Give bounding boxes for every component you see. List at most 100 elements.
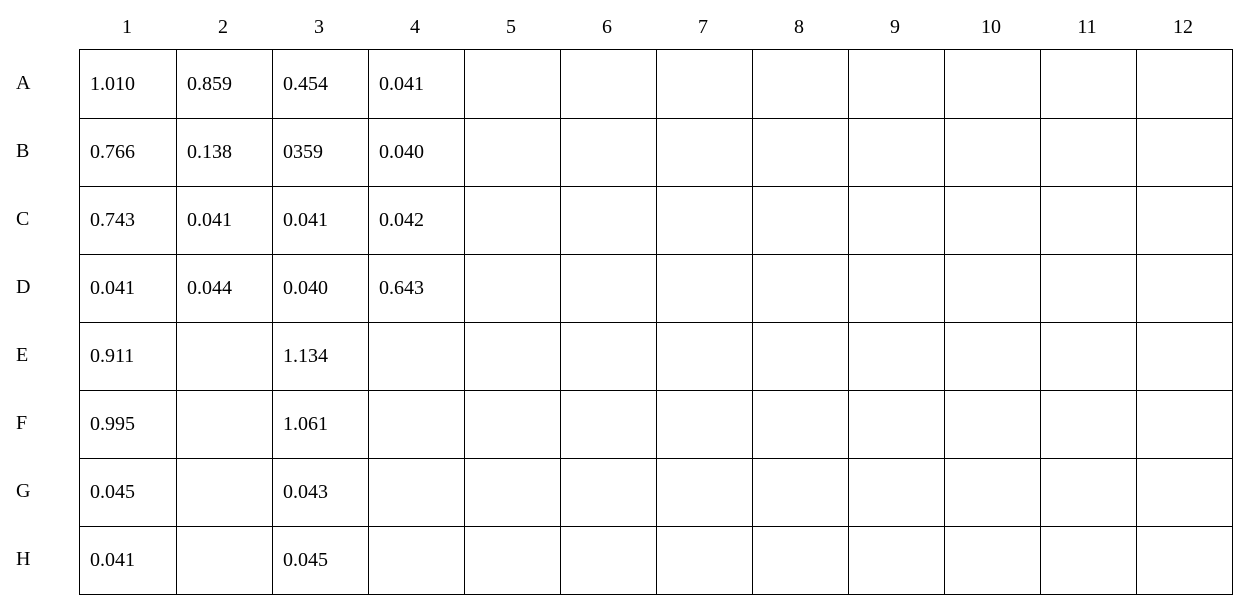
cell-E7	[656, 322, 752, 390]
cell-B11	[1040, 118, 1136, 186]
table-row: 1.010 0.859 0.454 0.041	[80, 50, 1232, 118]
cell-G6	[560, 458, 656, 526]
cell-C7	[656, 186, 752, 254]
cell-C1: 0.743	[80, 186, 176, 254]
cell-H1: 0.041	[80, 526, 176, 594]
cell-A12	[1136, 50, 1232, 118]
column-header: 10	[943, 16, 1039, 49]
cell-D9	[848, 254, 944, 322]
cell-B10	[944, 118, 1040, 186]
column-header: 4	[367, 16, 463, 49]
column-header: 1	[79, 16, 175, 49]
table-row: 0.743 0.041 0.041 0.042	[80, 186, 1232, 254]
cell-H4	[368, 526, 464, 594]
cell-D11	[1040, 254, 1136, 322]
cell-E8	[752, 322, 848, 390]
cell-E10	[944, 322, 1040, 390]
cell-G8	[752, 458, 848, 526]
cell-B12	[1136, 118, 1232, 186]
cell-E1: 0.911	[80, 322, 176, 390]
cell-H8	[752, 526, 848, 594]
cell-A7	[656, 50, 752, 118]
cell-B2: 0.138	[176, 118, 272, 186]
cell-D12	[1136, 254, 1232, 322]
cell-A3: 0.454	[272, 50, 368, 118]
cell-G4	[368, 458, 464, 526]
column-header: 11	[1039, 16, 1135, 49]
cell-G12	[1136, 458, 1232, 526]
cell-H7	[656, 526, 752, 594]
cell-H5	[464, 526, 560, 594]
cell-F4	[368, 390, 464, 458]
cell-B6	[560, 118, 656, 186]
cell-E5	[464, 322, 560, 390]
row-header: D	[14, 253, 79, 321]
row-header: A	[14, 49, 79, 117]
cell-D5	[464, 254, 560, 322]
row-headers: A B C D E F G H	[14, 49, 79, 595]
cell-B7	[656, 118, 752, 186]
cell-F9	[848, 390, 944, 458]
cell-H6	[560, 526, 656, 594]
cell-C9	[848, 186, 944, 254]
cell-H2	[176, 526, 272, 594]
cell-B1: 0.766	[80, 118, 176, 186]
cell-C11	[1040, 186, 1136, 254]
cell-D7	[656, 254, 752, 322]
column-header: 8	[751, 16, 847, 49]
cell-H12	[1136, 526, 1232, 594]
cell-H9	[848, 526, 944, 594]
cell-A4: 0.041	[368, 50, 464, 118]
cell-F7	[656, 390, 752, 458]
cell-A9	[848, 50, 944, 118]
table-row: 0.045 0.043	[80, 458, 1232, 526]
cell-F11	[1040, 390, 1136, 458]
table-row: 0.041 0.045	[80, 526, 1232, 594]
cell-B3: 0359	[272, 118, 368, 186]
cell-F6	[560, 390, 656, 458]
cell-F10	[944, 390, 1040, 458]
table-row: 0.041 0.044 0.040 0.643	[80, 254, 1232, 322]
row-header: G	[14, 457, 79, 525]
table-row: 0.766 0.138 0359 0.040	[80, 118, 1232, 186]
cell-G11	[1040, 458, 1136, 526]
cell-F5	[464, 390, 560, 458]
cell-A6	[560, 50, 656, 118]
cell-E3: 1.134	[272, 322, 368, 390]
cell-G3: 0.043	[272, 458, 368, 526]
cell-C2: 0.041	[176, 186, 272, 254]
cell-F1: 0.995	[80, 390, 176, 458]
cell-E4	[368, 322, 464, 390]
table-row: 0.995 1.061	[80, 390, 1232, 458]
cell-G9	[848, 458, 944, 526]
cell-B5	[464, 118, 560, 186]
cell-A5	[464, 50, 560, 118]
row-header: E	[14, 321, 79, 389]
cell-B8	[752, 118, 848, 186]
plate-table: 1 2 3 4 5 6 7 8 9 10 11 12 A B C D E F G…	[14, 16, 1240, 595]
cell-A10	[944, 50, 1040, 118]
column-header: 12	[1135, 16, 1231, 49]
cell-G10	[944, 458, 1040, 526]
plate-grid: 1.010 0.859 0.454 0.041 0.766 0.138 0359…	[79, 49, 1233, 595]
cell-H3: 0.045	[272, 526, 368, 594]
cell-D1: 0.041	[80, 254, 176, 322]
cell-C8	[752, 186, 848, 254]
column-header: 2	[175, 16, 271, 49]
column-header: 6	[559, 16, 655, 49]
cell-G2	[176, 458, 272, 526]
cell-D10	[944, 254, 1040, 322]
cell-C12	[1136, 186, 1232, 254]
cell-D4: 0.643	[368, 254, 464, 322]
cell-E12	[1136, 322, 1232, 390]
cell-E2	[176, 322, 272, 390]
cell-C6	[560, 186, 656, 254]
cell-C10	[944, 186, 1040, 254]
cell-E6	[560, 322, 656, 390]
cell-A11	[1040, 50, 1136, 118]
cell-D6	[560, 254, 656, 322]
table-row: 0.911 1.134	[80, 322, 1232, 390]
cell-F12	[1136, 390, 1232, 458]
cell-A1: 1.010	[80, 50, 176, 118]
column-header: 7	[655, 16, 751, 49]
